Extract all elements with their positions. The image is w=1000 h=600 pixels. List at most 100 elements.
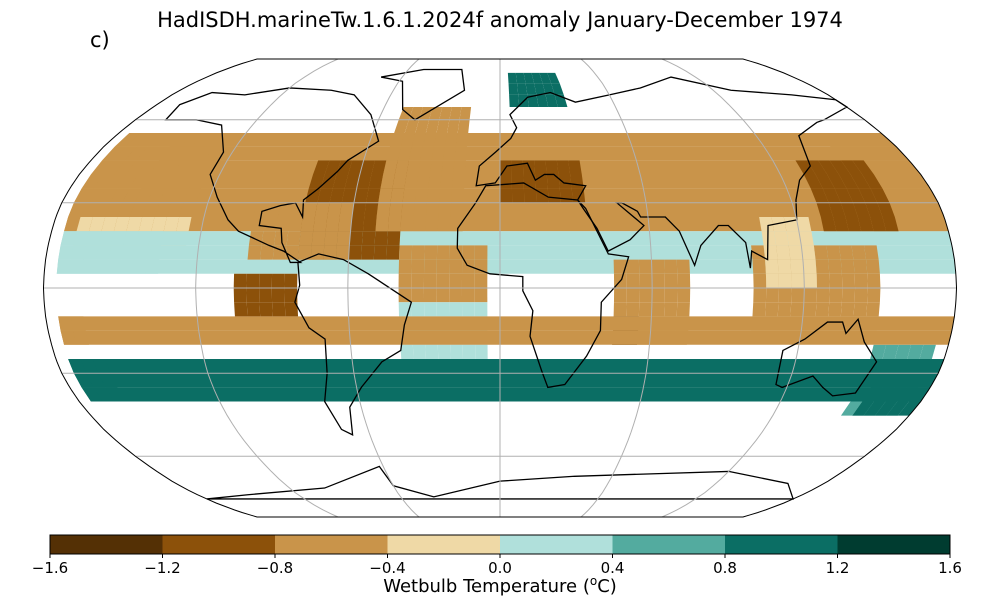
anomaly-cell bbox=[437, 217, 451, 232]
anomaly-cell bbox=[449, 259, 463, 274]
anomaly-cell bbox=[288, 217, 303, 232]
anomaly-cell bbox=[455, 132, 469, 147]
longitude-line bbox=[195, 58, 339, 518]
anomaly-cell bbox=[461, 273, 475, 288]
anomaly-cell bbox=[459, 107, 472, 120]
anomaly-cell bbox=[613, 288, 627, 303]
anomaly-cell bbox=[511, 188, 525, 203]
anomaly-cell bbox=[126, 160, 148, 175]
anomaly-cell bbox=[840, 160, 863, 175]
anomaly-cell bbox=[474, 288, 488, 303]
anomaly-cell bbox=[202, 132, 225, 147]
anomaly-cell bbox=[639, 288, 653, 303]
anomaly-cell bbox=[534, 160, 547, 175]
anomaly-cell bbox=[320, 174, 337, 189]
anomaly-cell bbox=[348, 160, 364, 175]
anomaly-cell bbox=[438, 202, 452, 218]
anomaly-cell bbox=[124, 146, 148, 161]
anomaly-cell bbox=[73, 373, 94, 388]
anomaly-cell bbox=[204, 146, 225, 161]
anomaly-cell bbox=[436, 259, 450, 274]
anomaly-cell bbox=[870, 188, 890, 203]
anomaly-cell bbox=[148, 231, 164, 246]
anomaly-cell bbox=[117, 202, 135, 218]
anomaly-cell bbox=[105, 387, 127, 402]
anomaly-cell bbox=[136, 132, 162, 147]
anomaly-cell bbox=[298, 245, 312, 260]
anomaly-cell bbox=[123, 231, 139, 246]
anomaly-cell bbox=[394, 160, 410, 175]
anomaly-cell bbox=[159, 188, 178, 203]
anomaly-cell bbox=[443, 146, 456, 161]
anomaly-cell bbox=[815, 174, 835, 189]
anomaly-cell bbox=[284, 273, 298, 288]
anomaly-cell bbox=[761, 231, 777, 246]
anomaly-cell bbox=[147, 132, 172, 147]
anomaly-cell bbox=[362, 217, 377, 232]
colorbar-tick-label: −0.8 bbox=[256, 559, 294, 577]
anomaly-cell bbox=[259, 273, 273, 288]
greenland-coastline bbox=[381, 68, 466, 121]
anomaly-cell bbox=[826, 245, 841, 260]
anomaly-cell bbox=[777, 259, 792, 274]
anomaly-cell bbox=[870, 344, 887, 359]
anomaly-cell bbox=[845, 217, 862, 232]
anomaly-cell bbox=[248, 231, 264, 246]
anomaly-cell bbox=[858, 188, 878, 203]
anomaly-cell bbox=[790, 259, 804, 274]
anomaly-cell bbox=[639, 273, 653, 288]
anomaly-cell bbox=[795, 160, 816, 175]
anomaly-cell bbox=[93, 387, 115, 402]
anomaly-cell bbox=[184, 160, 205, 175]
colorbar-swatch bbox=[612, 535, 726, 554]
anomaly-cell bbox=[452, 174, 465, 189]
anomaly-cell bbox=[96, 245, 111, 260]
anomaly-cell bbox=[865, 202, 883, 218]
anomaly-cell bbox=[105, 202, 123, 218]
colorbar-tick-label: 0.8 bbox=[713, 559, 737, 577]
anomaly-cell bbox=[424, 245, 438, 260]
anomaly-cell bbox=[444, 132, 458, 147]
anomaly-cell bbox=[356, 174, 372, 189]
anomaly-cell bbox=[765, 302, 779, 317]
anomaly-cell bbox=[853, 259, 868, 274]
anomaly-cell bbox=[299, 231, 314, 246]
anomaly-cell bbox=[224, 132, 246, 147]
panel-label: c) bbox=[90, 28, 110, 52]
anomaly-cell bbox=[475, 344, 488, 359]
anomaly-cell bbox=[439, 188, 453, 203]
anomaly-cell bbox=[664, 302, 678, 317]
anomaly-cell bbox=[429, 107, 443, 120]
anomaly-cell bbox=[894, 344, 912, 359]
anomaly-cell bbox=[392, 174, 407, 189]
anomaly-cell bbox=[141, 174, 162, 189]
anomaly-cell bbox=[854, 288, 868, 303]
anomaly-cell bbox=[867, 273, 881, 288]
anomaly-cell bbox=[777, 302, 792, 317]
anomaly-cell bbox=[259, 302, 273, 317]
anomaly-cell bbox=[80, 202, 99, 218]
anomaly-cell bbox=[73, 373, 939, 388]
longitude-line bbox=[580, 58, 653, 518]
anomaly-cell bbox=[802, 259, 817, 274]
anomaly-cell bbox=[449, 107, 462, 120]
anomaly-cell bbox=[107, 259, 122, 274]
map-outline bbox=[42, 58, 958, 518]
anomaly-cell bbox=[261, 231, 276, 246]
anomaly-cell bbox=[786, 231, 802, 246]
anomaly-cell bbox=[94, 259, 109, 274]
anomaly-cell bbox=[791, 273, 805, 288]
colorbar-tick-label: −1.2 bbox=[144, 559, 181, 577]
anomaly-cell bbox=[272, 302, 286, 317]
anomaly-cell bbox=[378, 188, 393, 203]
anomaly-cell bbox=[816, 202, 834, 218]
anomaly-cell bbox=[234, 302, 248, 317]
colorbar-tick-label: 0.4 bbox=[600, 559, 625, 577]
anomaly-cell bbox=[570, 174, 584, 189]
anomaly-cell bbox=[539, 72, 552, 84]
anomaly-cell bbox=[92, 202, 111, 218]
anomaly-cell bbox=[450, 217, 463, 232]
anomaly-cell bbox=[375, 217, 389, 232]
anomaly-cell bbox=[129, 202, 147, 218]
anomaly-cell bbox=[461, 288, 475, 303]
